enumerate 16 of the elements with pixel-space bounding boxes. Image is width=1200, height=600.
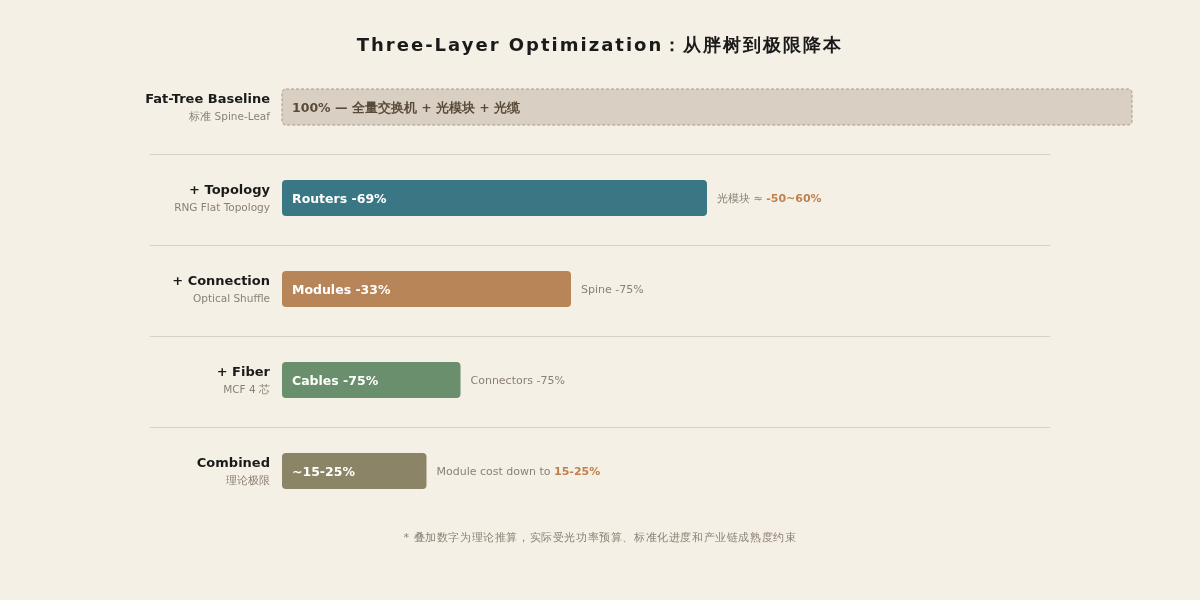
category-label: + Fiber MCF 4 芯 bbox=[216, 364, 270, 395]
annotation: 光模块 ≈ -50~60% bbox=[717, 192, 822, 205]
bar-text: Cables -75% bbox=[292, 372, 379, 388]
bar-text: ~15-25% bbox=[292, 463, 355, 479]
annotation: Connectors -75% bbox=[470, 374, 565, 387]
category-label: Fat-Tree Baseline 标准 Spine-Leaf bbox=[145, 91, 270, 122]
annotation: Spine -75% bbox=[581, 283, 644, 296]
annotation: Module cost down to 15-25% bbox=[436, 465, 601, 478]
category-label: Combined 理论极限 bbox=[196, 455, 270, 486]
bar-text: Routers -69% bbox=[292, 190, 387, 206]
bar-text: 100% — 全量交换机 + 光模块 + 光缆 bbox=[292, 99, 521, 115]
category-label: + Topology RNG Flat Topology bbox=[174, 182, 270, 213]
note: * 叠加数字为理论推算，实际受光功率预算、标准化进度和产业链成熟度约束 bbox=[403, 531, 797, 544]
bar-text: Modules -33% bbox=[292, 281, 391, 297]
title: Three-Layer Optimization：从胖树到极限降本 bbox=[356, 34, 844, 55]
category-label: + Connection Optical Shuffle bbox=[172, 273, 270, 304]
